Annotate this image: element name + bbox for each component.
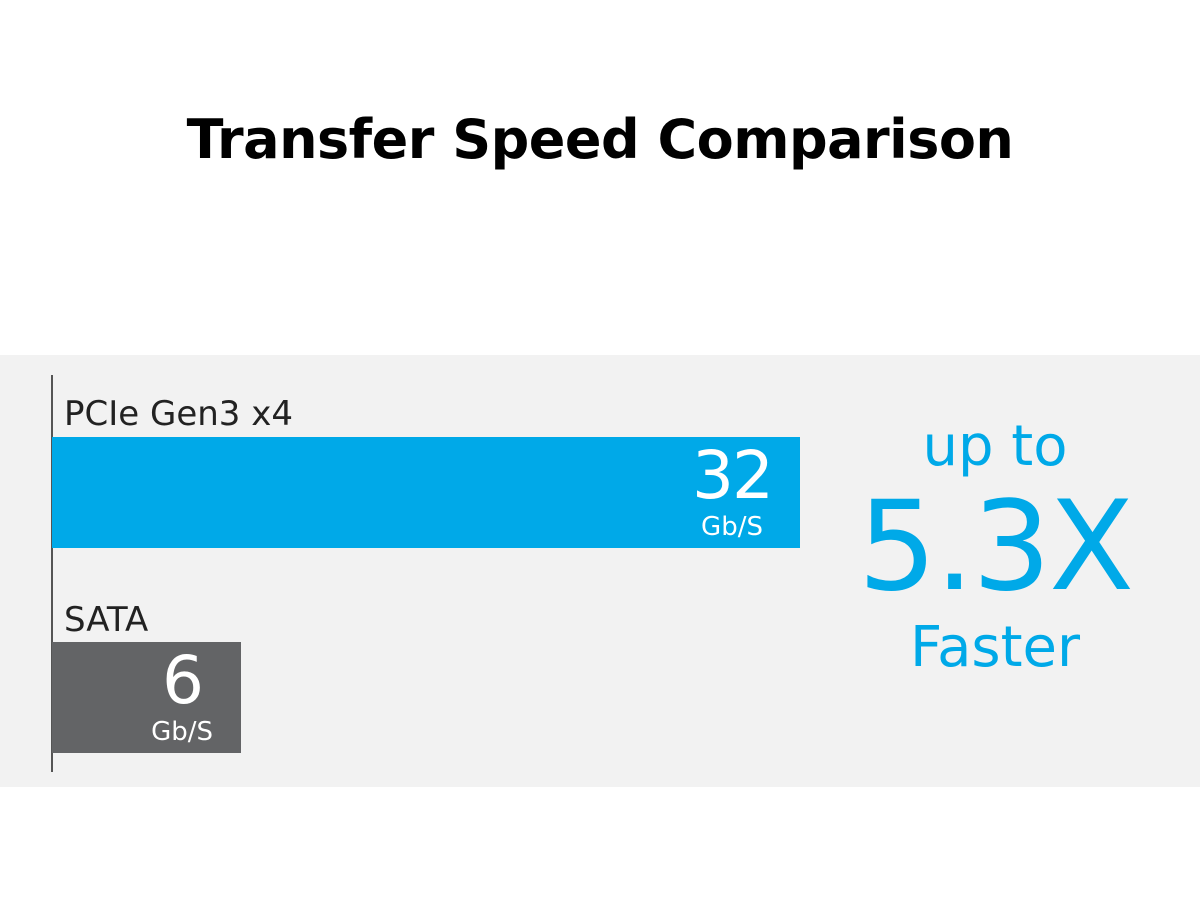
bar-value: 6 — [162, 642, 204, 719]
y-axis-line — [51, 375, 53, 772]
category-label-pcie: PCIe Gen3 x4 — [64, 394, 294, 434]
bar-unit: Gb/S — [151, 716, 213, 747]
bar-value-label-pcie: 32 Gb/S — [692, 437, 774, 542]
bar-value-label-sata: 6 Gb/S — [151, 642, 213, 747]
callout-line3: Faster — [910, 614, 1080, 680]
callout-multiplier: 5.3X — [857, 475, 1134, 620]
chart-panel: PCIe Gen3 x4 32 Gb/S SATA 6 Gb/S up to 5… — [0, 355, 1200, 787]
bar-unit: Gb/S — [701, 511, 763, 542]
chart-title: Transfer Speed Comparison — [186, 108, 1014, 171]
bar-value: 32 — [692, 437, 774, 514]
callout-line1: up to — [922, 414, 1068, 479]
bar-pcie: 32 Gb/S — [52, 437, 800, 548]
speedup-callout: up to 5.3X Faster — [840, 414, 1150, 680]
category-label-sata: SATA — [64, 600, 149, 640]
bar-sata: 6 Gb/S — [52, 642, 241, 753]
